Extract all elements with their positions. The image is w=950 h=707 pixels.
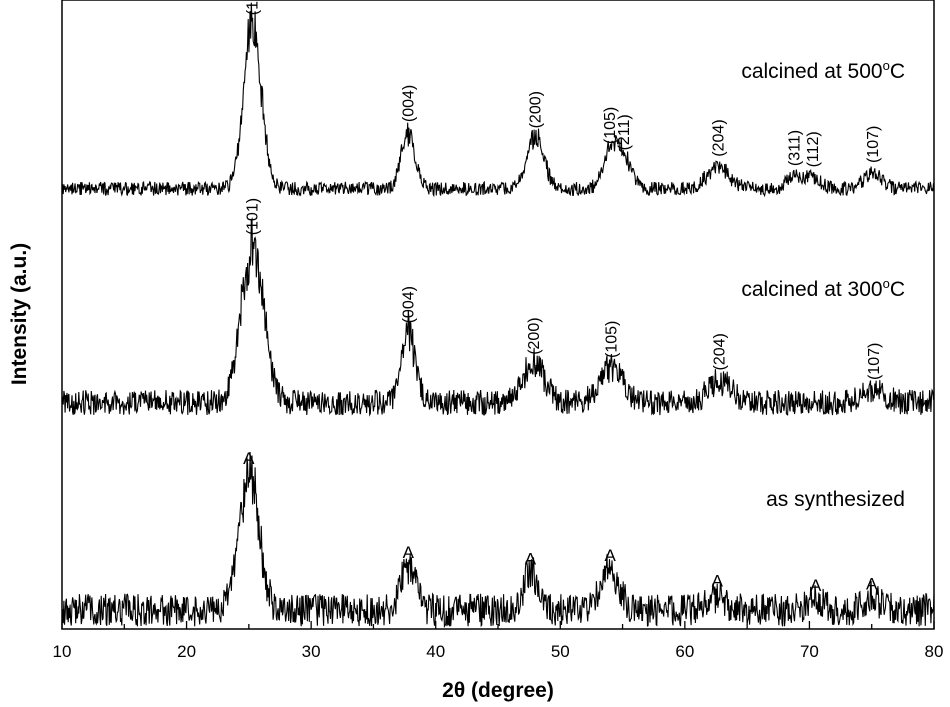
x-tick-labels: 10 20 30 40 50 60 70 80 (53, 642, 944, 661)
series-line (61, 451, 935, 629)
series-label: calcined at 500oC (741, 58, 905, 83)
series-line (61, 217, 935, 417)
peak-label: (107) (865, 126, 882, 163)
x-tick-label: 80 (925, 642, 944, 661)
peak-label: (101) (245, 0, 262, 15)
phase-label: A (525, 549, 537, 568)
peak-label: (204) (711, 119, 728, 156)
phase-label: A (810, 576, 822, 595)
series-labels: calcined at 500oC calcined at 300oC as syn… (741, 58, 905, 511)
phase-label: A (243, 449, 255, 468)
peak-label: (107) (866, 343, 883, 380)
y-axis-title: Intensity (a.u.) (8, 243, 31, 385)
x-tick-label: 10 (53, 642, 72, 661)
x-axis-title: 2θ (degree) (442, 679, 554, 702)
peak-label: (004) (400, 85, 417, 122)
x-tick-label: 30 (302, 642, 321, 661)
x-tick-label: 60 (675, 642, 694, 661)
series-layer (61, 2, 935, 629)
peak-label: (200) (526, 317, 543, 354)
phase-label: A (866, 575, 878, 594)
peak-label: (004) (400, 286, 417, 323)
peak-labels: (101)(004)(200)(105)(211)(204)(311)(112)… (243, 0, 883, 595)
x-tick-label: 20 (177, 642, 196, 661)
peak-label: (112) (805, 131, 822, 167)
x-tick-label: 40 (426, 642, 445, 661)
plot-frame (61, 0, 935, 630)
x-tick-label: 50 (551, 642, 570, 661)
phase-label: A (712, 571, 724, 590)
series-label: as synthesized (766, 488, 905, 511)
peak-label: (200) (527, 91, 544, 128)
x-tick-label: 70 (800, 642, 819, 661)
x-ticks (61, 621, 935, 629)
peak-label: (211) (616, 114, 633, 150)
series-label: calcined at 300oC (741, 276, 905, 301)
peak-label: (105) (603, 321, 620, 358)
peak-label: (105) (602, 107, 619, 144)
peak-label: (101) (245, 198, 262, 235)
phase-label: A (604, 546, 616, 565)
series-line (61, 2, 935, 198)
peak-label: (204) (712, 333, 729, 370)
phase-label: A (403, 543, 415, 562)
peak-label: (311) (787, 130, 804, 166)
